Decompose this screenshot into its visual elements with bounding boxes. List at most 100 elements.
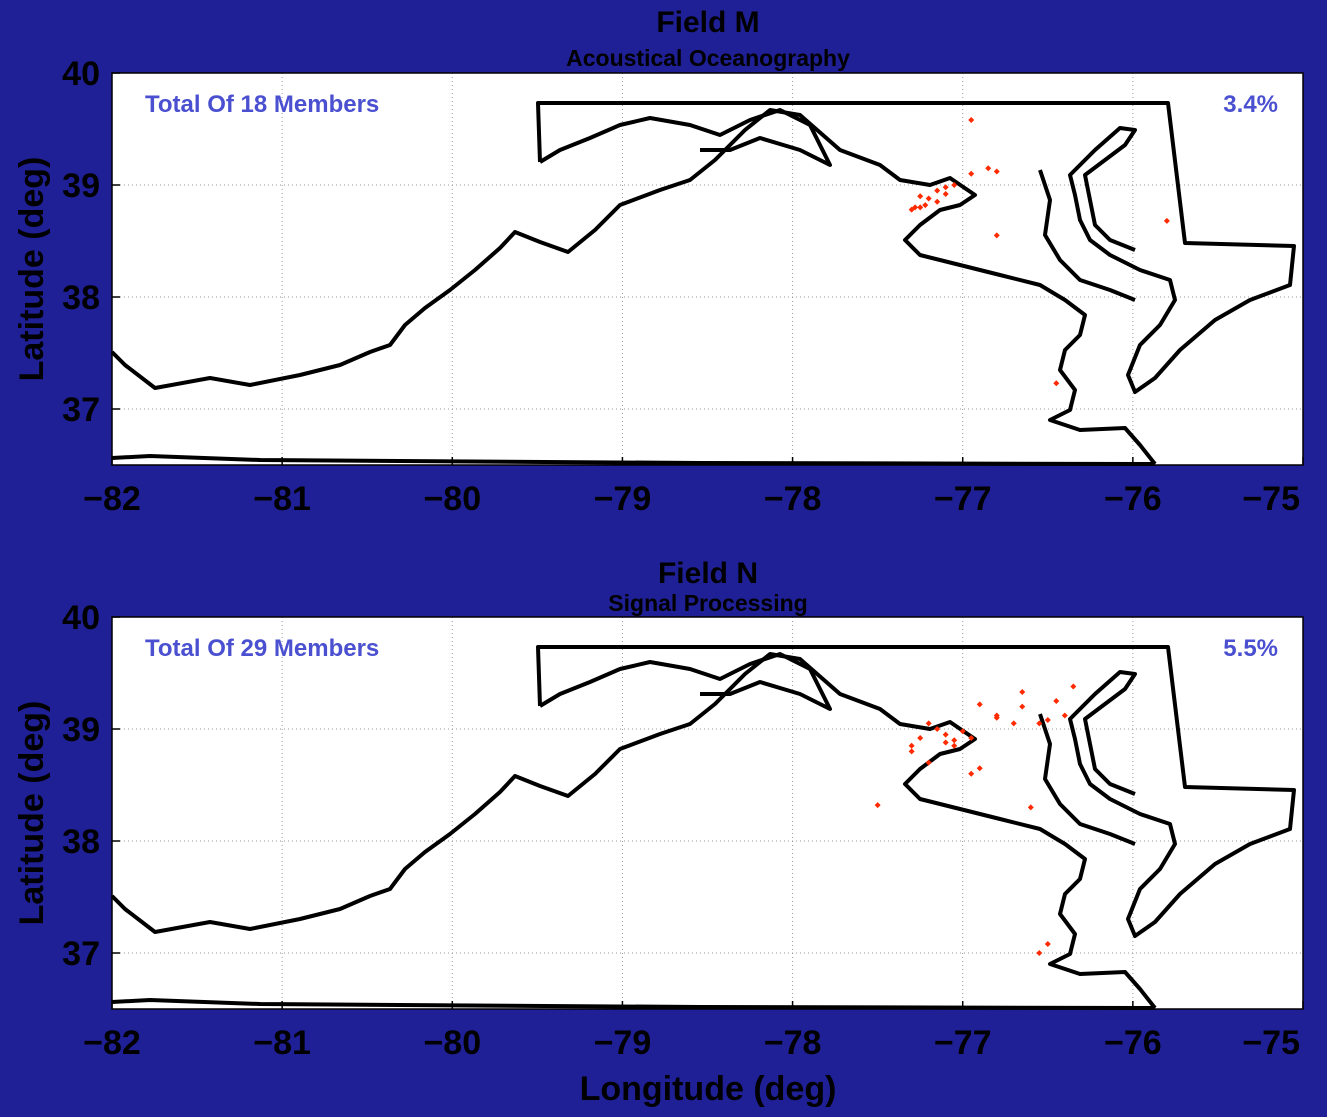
y-tick-labels: 37 38 39 40 (62, 55, 120, 429)
y-tick-label: 39 (62, 167, 100, 205)
maryland-panhandle (536, 645, 1296, 938)
grid-lines (112, 73, 1303, 465)
y-tick-label: 38 (62, 279, 100, 317)
x-tick-labels: −82 −81 −80 −79 −78 −77 −76 −75 (83, 1001, 1304, 1062)
x-tick-label: −78 (764, 480, 822, 518)
percentage-label: 3.4% (1223, 91, 1278, 118)
member-point (951, 737, 958, 744)
maryland-panhandle (536, 101, 1296, 394)
plot-area (112, 73, 1303, 465)
y-tick-label: 39 (62, 711, 100, 749)
member-point (951, 742, 958, 749)
member-point (934, 198, 941, 205)
bay-shore (1038, 713, 1136, 846)
y-tick-label: 40 (62, 55, 100, 93)
member-point (1044, 717, 1051, 724)
x-axis-label: Longitude (deg) (580, 1070, 837, 1108)
y-tick-labels: 37 38 39 40 (62, 599, 120, 973)
southern-border (111, 998, 1156, 1010)
member-point (917, 193, 924, 200)
member-point (993, 232, 1000, 239)
member-point (908, 206, 915, 213)
member-markers (874, 683, 1077, 956)
member-point (934, 726, 941, 732)
member-point (1061, 712, 1068, 719)
x-tick-label: −78 (764, 1024, 822, 1062)
maryland-inner (538, 108, 832, 167)
y-axis-label: Latitude (deg) (13, 701, 51, 926)
member-point (1070, 683, 1077, 690)
y-tick-label: 37 (62, 391, 100, 429)
percentage-label: 5.5% (1223, 635, 1278, 662)
plot-frame (111, 616, 1304, 1010)
west-border (110, 108, 1157, 466)
member-point (1036, 720, 1043, 727)
member-point (1010, 720, 1017, 727)
plot-area (112, 617, 1303, 1009)
plot-frame (111, 72, 1304, 466)
member-point (934, 187, 941, 194)
maryland-inner (538, 652, 832, 711)
member-point (922, 202, 929, 209)
chart-title: Field M (656, 6, 759, 39)
x-tick-label: −76 (1104, 1024, 1162, 1062)
member-markers (908, 117, 1170, 387)
y-tick-label: 40 (62, 599, 100, 637)
x-tick-label: −81 (253, 1024, 311, 1062)
x-tick-labels: −82 −81 −80 −79 −78 −77 −76 −75 (83, 457, 1304, 518)
member-point (1044, 941, 1051, 948)
x-tick-label: −80 (423, 1024, 481, 1062)
member-point (925, 720, 932, 727)
x-tick-label: −82 (83, 480, 141, 518)
member-point (1027, 804, 1034, 811)
y-axis-label: Latitude (deg) (13, 157, 51, 382)
grid-lines (112, 617, 1303, 1009)
member-point (917, 204, 924, 211)
member-point (968, 734, 975, 741)
member-point (985, 165, 992, 172)
member-point (976, 765, 983, 772)
member-point (942, 190, 949, 197)
member-point (925, 759, 932, 766)
panel-field-n: −82 −81 −80 −79 −78 −77 −76 −75 37 38 39 40 Field … (13, 557, 1304, 1062)
x-tick-label: −82 (83, 1024, 141, 1062)
x-tick-label: −79 (594, 1024, 652, 1062)
member-point (1053, 698, 1060, 704)
x-tick-label: −75 (1242, 1024, 1300, 1062)
x-tick-label: −75 (1242, 480, 1300, 518)
x-tick-label: −79 (594, 480, 652, 518)
y-tick-label: 38 (62, 823, 100, 861)
southern-border (111, 454, 1156, 466)
member-point (968, 117, 975, 124)
member-point (993, 168, 1000, 175)
members-total-label: Total Of 29 Members (145, 635, 379, 662)
member-point (1019, 689, 1026, 696)
member-point (976, 701, 983, 708)
member-point (908, 742, 915, 749)
chart-subtitle: Signal Processing (608, 590, 807, 616)
member-point (908, 748, 915, 755)
x-tick-label: −77 (934, 480, 992, 518)
chart-title: Field N (658, 557, 758, 590)
member-point (968, 170, 975, 177)
west-border (110, 652, 1157, 1010)
x-tick-label: −80 (423, 480, 481, 518)
member-point (1019, 703, 1026, 710)
x-tick-label: −81 (253, 480, 311, 518)
member-point (959, 728, 966, 735)
panel-field-m: −82 −81 −80 −79 −78 −77 −76 −75 37 38 39 40 Field … (13, 6, 1304, 518)
bay-shore (1038, 169, 1136, 302)
member-point (951, 182, 958, 188)
member-point (1036, 950, 1043, 956)
x-tick-label: −77 (934, 1024, 992, 1062)
member-point (942, 739, 949, 746)
state-outline (110, 645, 1296, 1010)
member-point (993, 714, 1000, 721)
member-point (942, 731, 949, 738)
state-outline (110, 101, 1296, 466)
member-point (917, 734, 924, 741)
member-point (942, 184, 949, 191)
x-tick-label: −76 (1104, 480, 1162, 518)
